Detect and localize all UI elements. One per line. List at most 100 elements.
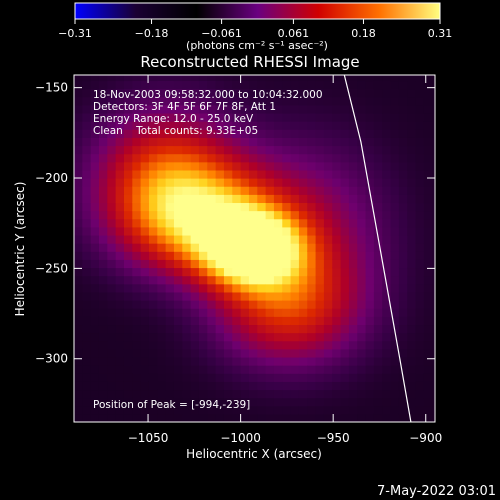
heatmap-cell (148, 259, 158, 269)
heatmap-cell (98, 226, 108, 236)
heatmap-cell (248, 210, 258, 220)
heatmap-cell (107, 178, 117, 187)
heatmap-cell (323, 226, 333, 236)
heatmap-cell (140, 226, 150, 236)
heatmap-cell (298, 405, 308, 415)
heatmap-cell (332, 373, 342, 382)
heatmap-cell (182, 365, 192, 374)
heatmap-cell (74, 137, 83, 147)
heatmap-cell (165, 169, 175, 179)
heatmap-cell (298, 291, 308, 301)
heatmap-cell (407, 365, 417, 374)
heatmap-cell (365, 316, 375, 326)
heatmap-cell (90, 178, 100, 187)
heatmap-cell (332, 234, 342, 244)
heatmap-cell (240, 80, 250, 90)
heatmap-cell (365, 88, 375, 98)
heatmap-cell (407, 169, 417, 179)
heatmap-image (74, 75, 435, 422)
heatmap-cell (407, 153, 417, 163)
heatmap-cell (173, 324, 183, 334)
heatmap-cell (223, 291, 233, 301)
heatmap-cell (340, 316, 350, 326)
heatmap-cell (148, 104, 158, 114)
heatmap-cell (348, 316, 358, 326)
heatmap-cell (265, 88, 275, 98)
heatmap-cell (307, 129, 317, 138)
heatmap-cell (165, 405, 175, 415)
heatmap-cell (365, 145, 375, 155)
heatmap-cell (165, 373, 175, 382)
heatmap-cell (223, 251, 233, 260)
heatmap-cell (340, 137, 350, 147)
heatmap-cell (207, 243, 217, 252)
heatmap-cell (365, 356, 375, 366)
heatmap-cell (348, 259, 358, 269)
heatmap-cell (390, 161, 400, 171)
heatmap-cell (273, 405, 283, 415)
heatmap-cell (257, 104, 267, 114)
heatmap-cell (248, 88, 258, 98)
heatmap-cell (415, 397, 425, 407)
heatmap-cell (407, 348, 417, 358)
heatmap-cell (115, 332, 125, 342)
heatmap-cell (123, 332, 133, 342)
colorbar-tick-label: −0.061 (201, 27, 242, 40)
heatmap-cell (423, 332, 433, 342)
heatmap-cell (265, 161, 275, 171)
heatmap-cell (398, 234, 408, 244)
heatmap-cell (365, 218, 375, 228)
heatmap-cell (182, 397, 192, 407)
heatmap-cell (248, 178, 258, 187)
heatmap-cell (282, 373, 292, 382)
heatmap-cell (315, 267, 325, 277)
heatmap-cell (282, 234, 292, 244)
heatmap-cell (82, 316, 92, 326)
heatmap-cell (298, 397, 308, 407)
heatmap-cell (165, 243, 175, 252)
heatmap-cell (432, 243, 435, 252)
heatmap-cell (165, 145, 175, 155)
heatmap-cell (257, 194, 267, 204)
heatmap-cell (332, 316, 342, 326)
heatmap-cell (98, 75, 108, 82)
heatmap-cell (207, 332, 217, 342)
heatmap-cell (415, 145, 425, 155)
heatmap-cell (398, 194, 408, 204)
heatmap-cell (432, 88, 435, 98)
heatmap-cell (298, 169, 308, 179)
heatmap-cell (257, 137, 267, 147)
heatmap-cell (415, 348, 425, 358)
heatmap-cell (140, 88, 150, 98)
heatmap-cell (140, 121, 150, 130)
heatmap-cell (123, 178, 133, 187)
heatmap-cell (157, 324, 167, 334)
heatmap-cell (98, 259, 108, 269)
heatmap-cell (173, 218, 183, 228)
heatmap-cell (173, 300, 183, 309)
heatmap-cell (232, 88, 242, 98)
heatmap-cell (74, 88, 83, 98)
heatmap-cell (82, 121, 92, 130)
heatmap-cell (290, 226, 300, 236)
heatmap-cell (173, 283, 183, 293)
heatmap-cell (98, 137, 108, 147)
heatmap-cell (207, 251, 217, 260)
heatmap-cell (223, 365, 233, 374)
heatmap-cell (173, 75, 183, 82)
heatmap-cell (232, 218, 242, 228)
heatmap-cell (282, 243, 292, 252)
heatmap-cell (323, 332, 333, 342)
heatmap-cell (190, 88, 200, 98)
heatmap-cell (232, 348, 242, 358)
heatmap-cell (257, 243, 267, 252)
heatmap-cell (407, 356, 417, 366)
heatmap-cell (390, 104, 400, 114)
heatmap-cell (315, 218, 325, 228)
heatmap-cell (157, 169, 167, 179)
heatmap-cell (415, 80, 425, 90)
heatmap-cell (207, 397, 217, 407)
heatmap-cell (132, 153, 142, 163)
heatmap-cell (215, 218, 225, 228)
heatmap-cell (382, 381, 392, 391)
